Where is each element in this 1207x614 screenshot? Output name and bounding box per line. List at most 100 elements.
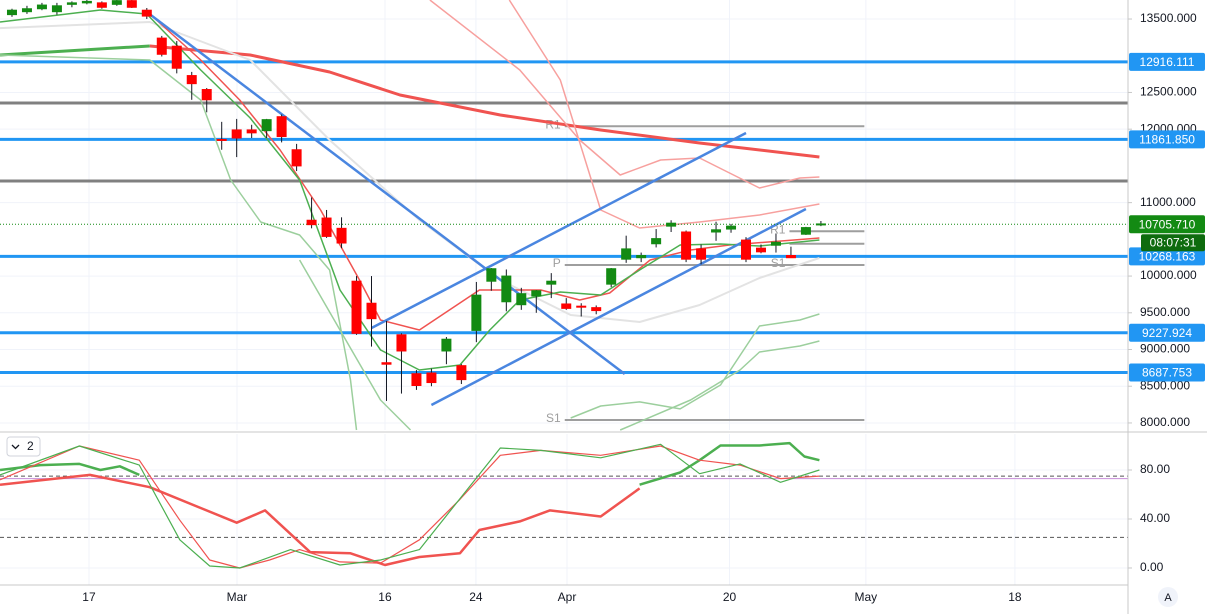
candle-body [276,116,287,138]
candle-body [576,305,587,308]
candle-body [156,37,167,55]
candle-body [815,223,826,226]
x-tick-label: 16 [378,590,392,604]
candle-body [351,280,362,334]
candle-body [21,8,32,13]
candle-body [770,241,781,246]
candle-body [66,2,77,5]
level-price-tag [1129,247,1205,266]
candle-body [456,365,467,381]
y-tick-label: 9000.000 [1140,342,1190,356]
candle-body [96,2,107,8]
y-tick-label: 8500.000 [1140,378,1190,392]
pivot-label: S1 [546,411,561,425]
candle-body [486,268,497,282]
x-tick-label: 17 [82,590,96,604]
candle-body [516,293,527,306]
candle-body [546,280,557,285]
candle-body [36,4,47,10]
auto-button-label[interactable]: A [1164,592,1172,604]
y-tick-label: 0.00 [1140,560,1164,574]
candle-body [501,275,512,303]
candle-body [441,338,452,352]
countdown-tag [1141,234,1205,252]
oscillator-pane [0,434,1128,585]
level-price-tag [1129,130,1205,149]
pivot-label: P [553,256,561,270]
last-price-tag [1129,215,1205,234]
level-price-label: 8687.753 [1142,366,1192,380]
candle-body [636,255,647,259]
x-tick-label: Apr [558,590,577,604]
candle-body [561,303,572,309]
x-tick-label: 24 [469,590,483,604]
pane-legend[interactable]: 2 [6,436,41,457]
level-price-label: 10268.163 [1139,250,1196,264]
candle-body [111,0,122,5]
indicator-line [619,340,820,431]
candle-body [755,247,766,253]
level-price-tag [1129,52,1205,71]
y-tick-label: 80.00 [1140,462,1170,476]
candle-body [6,9,17,16]
indicator-line [508,0,820,229]
candle-body [785,255,796,259]
auto-button-bg[interactable] [1158,587,1178,607]
pivot-label: S1 [771,256,786,270]
candle-body [291,149,302,167]
level-price-label: 12916.111 [1140,55,1195,69]
indicator-line [0,44,150,57]
candle-body [366,302,377,320]
candle-body [696,248,707,260]
pane-legend-box[interactable] [6,436,41,457]
oscillator-line [639,441,820,486]
candle-body [141,9,152,17]
indicator-line [0,54,358,431]
indicator-line [0,9,820,371]
candle-body [216,138,227,141]
x-tick-label: May [855,590,878,604]
oscillator-line [0,473,641,567]
trendline [370,131,747,330]
level-price-label: 9227.924 [1142,326,1192,340]
candle-body [606,268,617,285]
candle-body [411,373,422,386]
candle-body [231,129,242,139]
candle-body [591,307,602,312]
y-tick-label: 12500.000 [1140,85,1197,99]
candle-body [51,5,62,13]
y-tick-label: 11000.000 [1140,195,1196,209]
candle-body [246,129,257,134]
candle-body [426,372,437,384]
candle-body [666,222,677,227]
x-tick-label: 18 [1008,590,1022,604]
oscillator-line [0,443,820,569]
oscillator-line [0,445,820,569]
collapse-chevron[interactable] [11,444,20,450]
candle-body [381,362,392,365]
candle-body [126,0,137,8]
candle-body [306,219,317,226]
trendline [146,11,626,375]
last-price-label: 10705.710 [1139,217,1196,231]
candle-body [741,239,752,260]
candle-body [396,334,407,352]
candle-body [171,45,182,69]
indicator-line [429,0,820,189]
candle-body [651,238,662,245]
indicator-line [149,13,820,331]
level-price-label: 11861.850 [1139,133,1195,147]
candle-body [201,89,212,101]
candle-body [261,119,272,132]
auto-scale-button[interactable]: A [1158,587,1178,607]
candle-body [681,231,692,260]
y-tick-label: 9500.000 [1140,305,1190,319]
candle-body [726,225,737,230]
candle-body [471,294,482,331]
level-price-tag [1129,363,1205,382]
level-price-tag [1129,323,1205,342]
y-tick-label: 13500.000 [1140,11,1197,25]
countdown-label: 08:07:31 [1150,235,1197,249]
